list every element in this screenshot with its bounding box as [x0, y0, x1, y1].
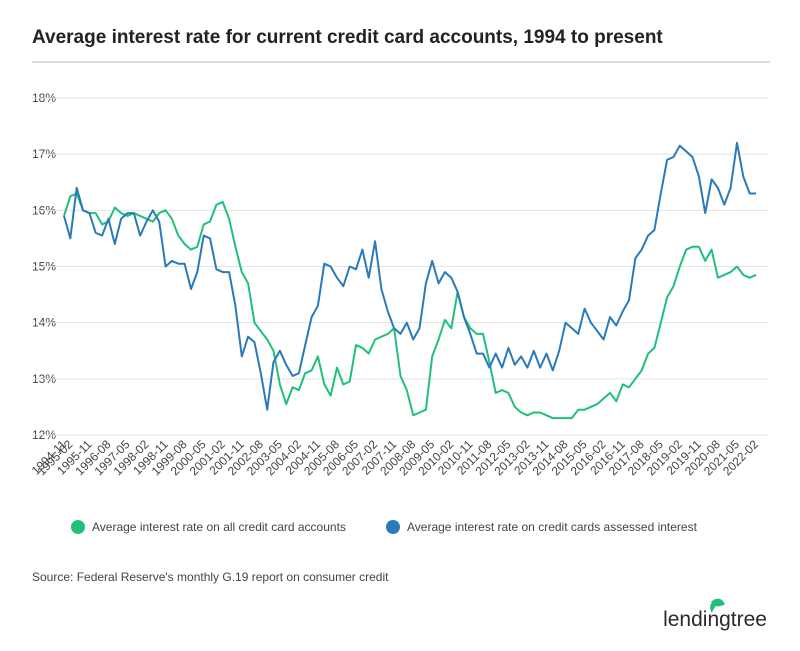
logo-icon	[710, 598, 726, 613]
legend-label: Average interest rate on all credit card…	[92, 520, 346, 534]
logo: lendingtree	[663, 598, 767, 631]
logo-text: lendingtree	[663, 608, 767, 631]
source: Source: Federal Reserve's monthly G.19 r…	[32, 570, 389, 584]
chart-title: Average interest rate for current credit…	[32, 27, 663, 48]
line-series	[63, 141, 756, 411]
legend-marker	[71, 520, 85, 534]
legend-marker	[386, 520, 400, 534]
legend-label: Average interest rate on credit cards as…	[407, 520, 698, 534]
line-series	[63, 192, 757, 420]
